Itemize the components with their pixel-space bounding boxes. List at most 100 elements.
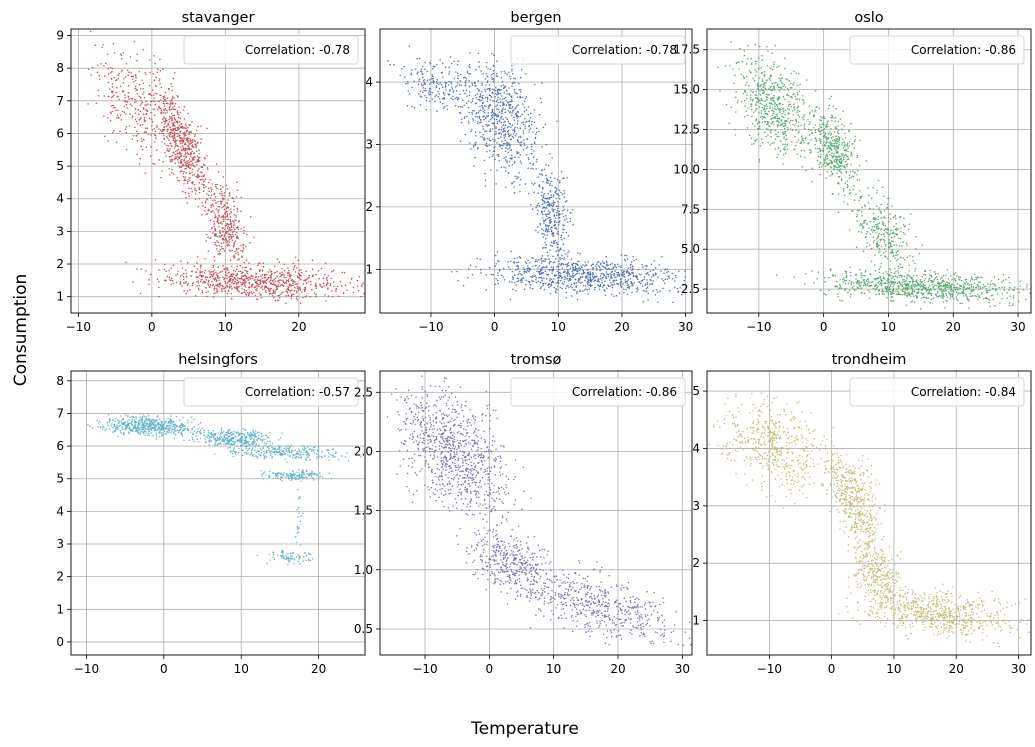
scatter-point bbox=[467, 72, 469, 74]
scatter-point bbox=[834, 131, 836, 133]
scatter-point bbox=[260, 294, 262, 296]
scatter-point bbox=[182, 191, 184, 193]
scatter-point bbox=[138, 96, 140, 98]
scatter-point bbox=[171, 118, 173, 120]
scatter-point bbox=[831, 143, 833, 145]
scatter-point bbox=[507, 126, 509, 128]
scatter-point bbox=[758, 68, 760, 70]
scatter-point bbox=[212, 203, 214, 205]
scatter-point bbox=[124, 97, 126, 99]
scatter-point bbox=[831, 160, 833, 162]
scatter-point bbox=[198, 282, 200, 284]
scatter-point bbox=[156, 149, 158, 151]
scatter-point bbox=[600, 264, 602, 266]
scatter-point bbox=[555, 186, 557, 188]
scatter-point bbox=[549, 249, 551, 251]
scatter-point bbox=[176, 281, 178, 283]
scatter-point bbox=[504, 133, 506, 135]
scatter-point bbox=[632, 266, 634, 268]
scatter-point bbox=[525, 98, 527, 100]
scatter-point bbox=[147, 128, 149, 130]
scatter-point bbox=[540, 287, 542, 289]
scatter-point bbox=[816, 139, 818, 141]
scatter-point bbox=[130, 103, 132, 105]
scatter-point bbox=[198, 175, 200, 177]
scatter-point bbox=[114, 52, 116, 54]
scatter-point bbox=[432, 76, 434, 78]
scatter-point bbox=[527, 146, 529, 148]
scatter-point bbox=[236, 237, 238, 239]
scatter-point bbox=[155, 137, 157, 139]
scatter-point bbox=[631, 261, 633, 263]
scatter-point bbox=[548, 210, 550, 212]
scatter-point bbox=[608, 276, 610, 278]
scatter-point bbox=[793, 103, 795, 105]
scatter-point bbox=[189, 133, 191, 135]
scatter-point bbox=[655, 272, 657, 274]
scatter-point bbox=[208, 187, 210, 189]
scatter-point bbox=[545, 227, 547, 229]
scatter-point bbox=[501, 85, 503, 87]
scatter-point bbox=[437, 79, 439, 81]
scatter-point bbox=[141, 137, 143, 139]
scatter-point bbox=[140, 97, 142, 99]
scatter-point bbox=[155, 131, 157, 133]
scatter-point bbox=[808, 128, 810, 130]
scatter-point bbox=[561, 171, 563, 173]
scatter-point bbox=[241, 293, 243, 295]
scatter-point bbox=[493, 115, 495, 117]
scatter-point bbox=[434, 101, 436, 103]
scatter-point bbox=[184, 106, 186, 108]
scatter-point bbox=[226, 210, 228, 212]
scatter-point bbox=[866, 233, 868, 235]
scatter-point bbox=[495, 106, 497, 108]
scatter-point bbox=[633, 260, 635, 262]
scatter-point bbox=[164, 105, 166, 107]
scatter-point bbox=[478, 53, 480, 55]
scatter-point bbox=[839, 168, 841, 170]
scatter-point bbox=[783, 137, 785, 139]
scatter-point bbox=[504, 137, 506, 139]
scatter-point bbox=[854, 141, 856, 143]
scatter-point bbox=[612, 263, 614, 265]
scatter-point bbox=[744, 55, 746, 57]
scatter-point bbox=[824, 162, 826, 164]
scatter-point bbox=[185, 197, 187, 199]
scatter-point bbox=[237, 211, 239, 213]
scatter-point bbox=[605, 276, 607, 278]
scatter-point bbox=[505, 156, 507, 158]
scatter-point bbox=[748, 85, 750, 87]
scatter-point bbox=[185, 125, 187, 127]
scatter-point bbox=[511, 154, 513, 156]
scatter-point bbox=[198, 287, 200, 289]
scatter-point bbox=[521, 278, 523, 280]
scatter-point bbox=[557, 208, 559, 210]
scatter-point bbox=[457, 73, 459, 75]
scatter-point bbox=[172, 135, 174, 137]
scatter-point bbox=[200, 267, 202, 269]
scatter-point bbox=[519, 184, 521, 186]
scatter-point bbox=[456, 85, 458, 87]
scatter-point bbox=[785, 139, 787, 141]
scatter-point bbox=[211, 189, 213, 191]
scatter-point bbox=[214, 260, 216, 262]
scatter-point bbox=[227, 231, 229, 233]
scatter-point bbox=[777, 118, 779, 120]
scatter-point bbox=[762, 121, 764, 123]
scatter-point bbox=[278, 286, 280, 288]
scatter-point bbox=[562, 232, 564, 234]
scatter-point bbox=[506, 74, 508, 76]
scatter-point bbox=[548, 231, 550, 233]
scatter-point bbox=[259, 293, 261, 295]
scatter-point bbox=[531, 280, 533, 282]
scatter-point bbox=[900, 231, 902, 233]
scatter-point bbox=[175, 163, 177, 165]
scatter-point bbox=[501, 71, 503, 73]
scatter-point bbox=[493, 151, 495, 153]
scatter-point bbox=[189, 125, 191, 127]
scatter-point bbox=[171, 278, 173, 280]
scatter-point bbox=[146, 131, 148, 133]
scatter-point bbox=[780, 87, 782, 89]
scatter-point bbox=[171, 119, 173, 121]
scatter-point bbox=[801, 141, 803, 143]
